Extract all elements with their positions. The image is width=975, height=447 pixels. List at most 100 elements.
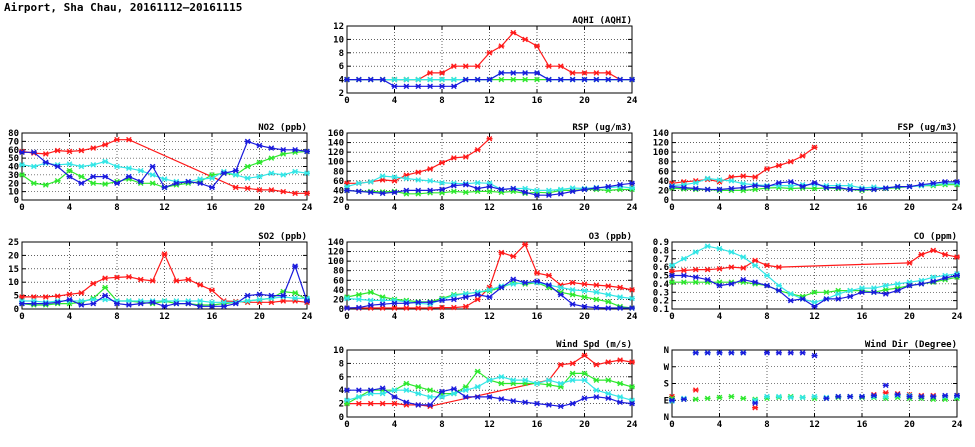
data-point <box>764 272 770 279</box>
data-point <box>54 299 61 306</box>
data-point <box>173 298 180 304</box>
data-point <box>522 279 529 286</box>
x-tick-label: 12 <box>484 203 495 213</box>
data-point <box>379 385 386 391</box>
x-tick-label: 0 <box>344 203 349 213</box>
data-point <box>847 287 854 294</box>
data-point <box>581 352 588 359</box>
y-tick-label: 0 <box>339 305 344 315</box>
y-tick-label: 140 <box>653 129 669 139</box>
data-point <box>581 288 588 294</box>
y-tick-label: 70 <box>8 137 19 147</box>
data-point <box>581 294 588 300</box>
panel-title: O3 (ppb) <box>589 232 632 242</box>
data-point <box>90 173 97 180</box>
data-point <box>669 279 675 285</box>
x-tick-label: 0 <box>669 420 674 430</box>
y-tick-label: 60 <box>333 177 344 187</box>
data-point <box>593 361 600 368</box>
x-tick-label: 8 <box>439 312 444 322</box>
data-point <box>581 395 588 402</box>
data-point <box>498 284 505 291</box>
data-point <box>692 396 699 403</box>
data-point <box>149 299 156 306</box>
data-point <box>740 395 747 402</box>
data-point <box>403 175 410 182</box>
data-point <box>752 400 759 406</box>
data-point <box>486 50 493 56</box>
data-point <box>427 166 434 172</box>
data-point <box>403 380 410 387</box>
data-point <box>344 187 350 194</box>
data-point <box>486 76 493 83</box>
data-point <box>605 183 612 190</box>
data-point <box>669 397 675 404</box>
data-point <box>415 169 422 176</box>
data-point <box>882 393 889 400</box>
data-point <box>605 390 612 397</box>
data-point <box>728 178 735 184</box>
data-point <box>569 301 576 308</box>
data-point <box>534 76 540 83</box>
data-point <box>474 291 481 298</box>
y-tick-label: 100 <box>328 158 344 168</box>
data-point <box>486 183 493 190</box>
data-point <box>244 185 251 192</box>
data-point <box>811 289 818 296</box>
page-title: Airport, Sha Chau, 20161112—20161115 <box>4 1 243 14</box>
data-point <box>569 188 576 195</box>
x-tick-label: 20 <box>579 420 590 430</box>
data-point <box>30 300 37 307</box>
data-point <box>716 177 723 183</box>
data-point <box>581 76 588 83</box>
data-point <box>930 180 937 187</box>
data-point <box>474 384 481 390</box>
data-point <box>149 180 156 187</box>
data-point <box>102 158 109 165</box>
data-point <box>906 260 913 266</box>
data-point <box>42 300 49 307</box>
data-point <box>835 291 842 297</box>
data-point <box>918 393 925 400</box>
data-point <box>415 76 422 83</box>
data-point <box>427 387 434 393</box>
data-point <box>593 377 600 383</box>
data-point <box>775 162 782 169</box>
data-point <box>415 305 422 311</box>
data-point <box>125 165 132 171</box>
data-point <box>545 382 552 388</box>
x-tick-label: 4 <box>67 312 73 322</box>
y-tick-label: 0 <box>664 196 669 206</box>
x-tick-label: 12 <box>484 420 495 430</box>
data-point <box>545 76 552 83</box>
series-blue <box>344 385 635 410</box>
data-point <box>906 183 913 190</box>
data-point <box>450 155 457 161</box>
data-point <box>629 295 635 302</box>
y-tick-label: 0.8 <box>653 246 669 256</box>
data-point <box>415 177 422 183</box>
data-point <box>42 182 49 188</box>
y-tick-label: 5 <box>14 292 19 302</box>
data-point <box>114 163 120 170</box>
data-point <box>355 400 362 407</box>
data-point <box>894 183 901 190</box>
data-point <box>114 180 120 187</box>
data-point <box>954 272 960 279</box>
y-tick-label: 0.7 <box>653 255 669 265</box>
data-point <box>367 76 374 83</box>
data-point <box>617 305 624 311</box>
data-point <box>391 387 398 393</box>
data-point <box>930 274 937 280</box>
data-point <box>344 295 350 302</box>
data-point <box>918 251 925 258</box>
data-point <box>847 393 854 400</box>
data-point <box>557 291 564 298</box>
x-tick-label: 24 <box>627 420 638 430</box>
data-point <box>557 403 564 410</box>
data-point <box>704 276 711 283</box>
data-point <box>90 180 97 187</box>
data-point <box>629 400 635 407</box>
